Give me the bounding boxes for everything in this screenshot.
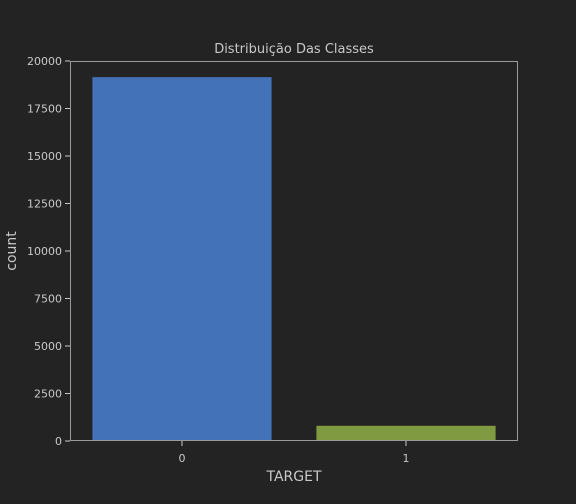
x-tick-label: 1 [403, 452, 410, 465]
y-tick-label: 12500 [27, 198, 62, 211]
x-tick-label: 0 [179, 452, 186, 465]
y-tick-label: 15000 [27, 150, 62, 163]
y-tick-label: 10000 [27, 245, 62, 258]
x-axis-label: TARGET [265, 469, 321, 485]
chart-title: Distribuição Das Classes [214, 42, 374, 57]
y-axis-label: count [4, 231, 20, 271]
bar-0 [92, 77, 271, 441]
y-tick-label: 20000 [27, 55, 62, 68]
y-tick-label: 17500 [27, 103, 62, 116]
y-tick-label: 2500 [34, 388, 62, 401]
y-tick-label: 0 [55, 435, 62, 448]
y-tick-label: 7500 [34, 293, 62, 306]
bars-group [92, 77, 495, 441]
y-tick-label: 5000 [34, 340, 62, 353]
bar-1 [316, 426, 495, 441]
y-axis: 0 2500 5000 7500 10000 12500 15000 17500 20000 [27, 55, 70, 448]
